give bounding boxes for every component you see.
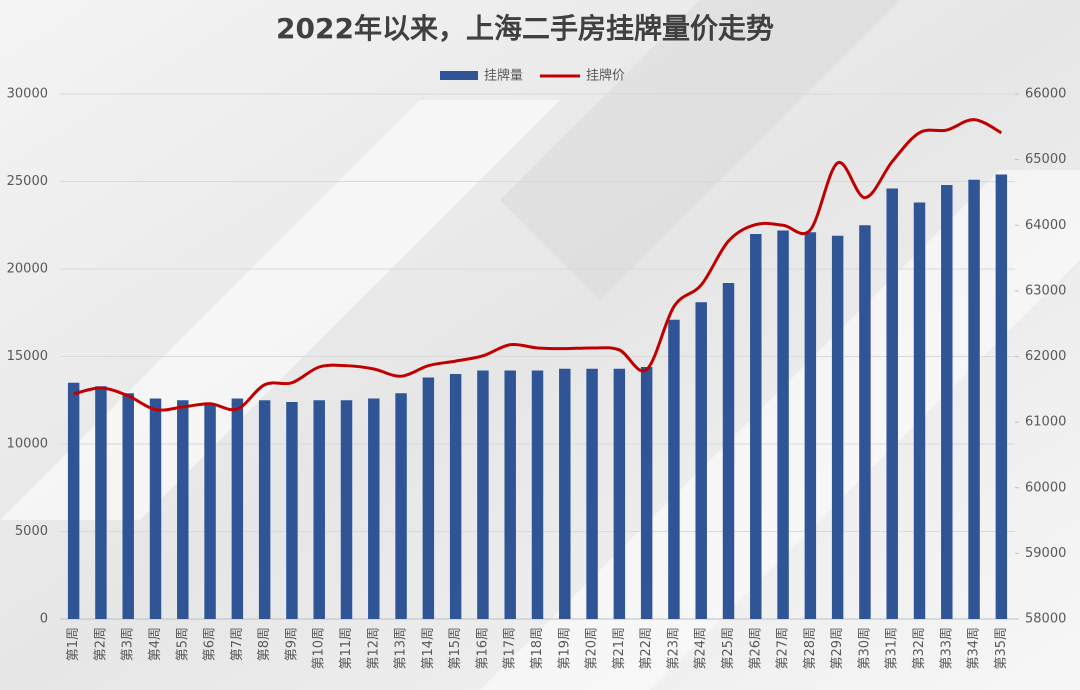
- bar: [668, 319, 680, 619]
- y-tick-label: 5000: [15, 524, 48, 539]
- x-tick-label: 第2周: [93, 627, 108, 661]
- x-tick-label: 第19周: [557, 627, 572, 670]
- bar: [231, 398, 244, 619]
- bar: [422, 377, 435, 619]
- x-tick-label: 第34周: [967, 627, 982, 670]
- x-tick-label: 第25周: [721, 627, 736, 670]
- y-tick-label: 0: [40, 612, 48, 627]
- bar: [122, 393, 134, 619]
- x-tick-label: 第23周: [666, 627, 681, 670]
- x-tick-label: 第22周: [639, 627, 654, 670]
- legend-label: 挂牌价: [586, 68, 625, 84]
- bar: [750, 234, 762, 619]
- x-tick-label: 第7周: [230, 627, 245, 661]
- bar: [368, 398, 380, 619]
- x-tick-label: 第10周: [312, 627, 327, 670]
- x-tick-label: 第9周: [284, 627, 299, 661]
- x-tick-label: 第35周: [994, 627, 1009, 670]
- bar: [831, 235, 844, 619]
- y-tick-label: 15000: [7, 349, 48, 364]
- y2-tick-label: 66000: [1025, 87, 1066, 102]
- decoration: [500, 0, 900, 300]
- x-tick-label: 第4周: [148, 627, 163, 661]
- bar: [968, 179, 980, 619]
- bar: [695, 302, 707, 619]
- x-tick-label: 第17周: [503, 627, 518, 670]
- x-tick-label: 第31周: [885, 627, 900, 670]
- x-tick-label: 第5周: [175, 627, 190, 661]
- bar: [586, 368, 598, 619]
- y2-tick-label: 62000: [1025, 349, 1066, 364]
- y2-tick-label: 60000: [1025, 480, 1066, 495]
- bar: [613, 368, 626, 619]
- bar: [504, 370, 516, 619]
- x-tick-label: 第30周: [857, 627, 872, 670]
- y-tick-label: 20000: [7, 262, 48, 277]
- legend-label: 挂牌量: [484, 68, 523, 84]
- y-tick-label: 10000: [7, 437, 48, 452]
- y2-tick-label: 59000: [1025, 546, 1066, 561]
- legend: 挂牌量 挂牌价: [440, 68, 625, 84]
- bar: [449, 374, 462, 619]
- bar: [313, 400, 325, 619]
- x-tick-label: 第21周: [612, 627, 627, 670]
- x-tick-label: 第33周: [939, 627, 954, 670]
- x-tick-label: 第13周: [394, 627, 409, 670]
- x-tick-label: 第27周: [776, 627, 791, 670]
- bar: [886, 188, 898, 619]
- x-tick-label: 第24周: [694, 627, 709, 670]
- bar: [149, 398, 162, 619]
- bar: [777, 230, 789, 619]
- bar: [204, 403, 216, 619]
- bar: [941, 185, 953, 619]
- bar: [531, 370, 544, 619]
- bar: [913, 202, 926, 619]
- x-tick-label: 第29周: [830, 627, 845, 670]
- x-tick-label: 第15周: [448, 627, 463, 670]
- x-tick-label: 第6周: [203, 627, 218, 661]
- bar: [722, 283, 735, 619]
- x-tick-label: 第14周: [421, 627, 436, 670]
- bar: [477, 370, 489, 619]
- bar: [559, 368, 571, 619]
- bar: [395, 393, 407, 619]
- legend-swatch: [440, 71, 478, 80]
- x-tick-label: 第1周: [66, 627, 81, 661]
- bar: [640, 367, 653, 619]
- y2-tick-label: 65000: [1025, 152, 1066, 167]
- y-tick-label: 30000: [7, 87, 48, 102]
- x-tick-label: 第28周: [803, 627, 818, 670]
- y2-tick-label: 61000: [1025, 415, 1066, 430]
- bar: [995, 174, 1008, 619]
- x-tick-label: 第8周: [257, 627, 272, 661]
- bar: [286, 402, 298, 619]
- x-tick-label: 第32周: [912, 627, 927, 670]
- y2-tick-label: 63000: [1025, 283, 1066, 298]
- x-tick-label: 第18周: [530, 627, 545, 670]
- bar: [95, 386, 107, 619]
- bar: [177, 400, 189, 619]
- y2-tick-label: 64000: [1025, 218, 1066, 233]
- chart-title: 2022年以来，上海二手房挂牌量价走势: [276, 12, 774, 45]
- y2-tick-label: 58000: [1025, 612, 1066, 627]
- bar: [340, 400, 353, 619]
- bar: [258, 400, 271, 619]
- x-tick-label: 第16周: [475, 627, 490, 670]
- bar: [67, 382, 80, 619]
- x-tick-label: 第26周: [748, 627, 763, 670]
- x-tick-label: 第12周: [366, 627, 381, 670]
- bar: [804, 232, 817, 619]
- y-tick-label: 25000: [7, 174, 48, 189]
- decoration: [0, 100, 560, 520]
- x-tick-label: 第20周: [585, 627, 600, 670]
- x-tick-label: 第11周: [339, 627, 354, 670]
- bar: [859, 225, 871, 619]
- line: [73, 118, 1003, 412]
- x-tick-label: 第3周: [121, 627, 136, 661]
